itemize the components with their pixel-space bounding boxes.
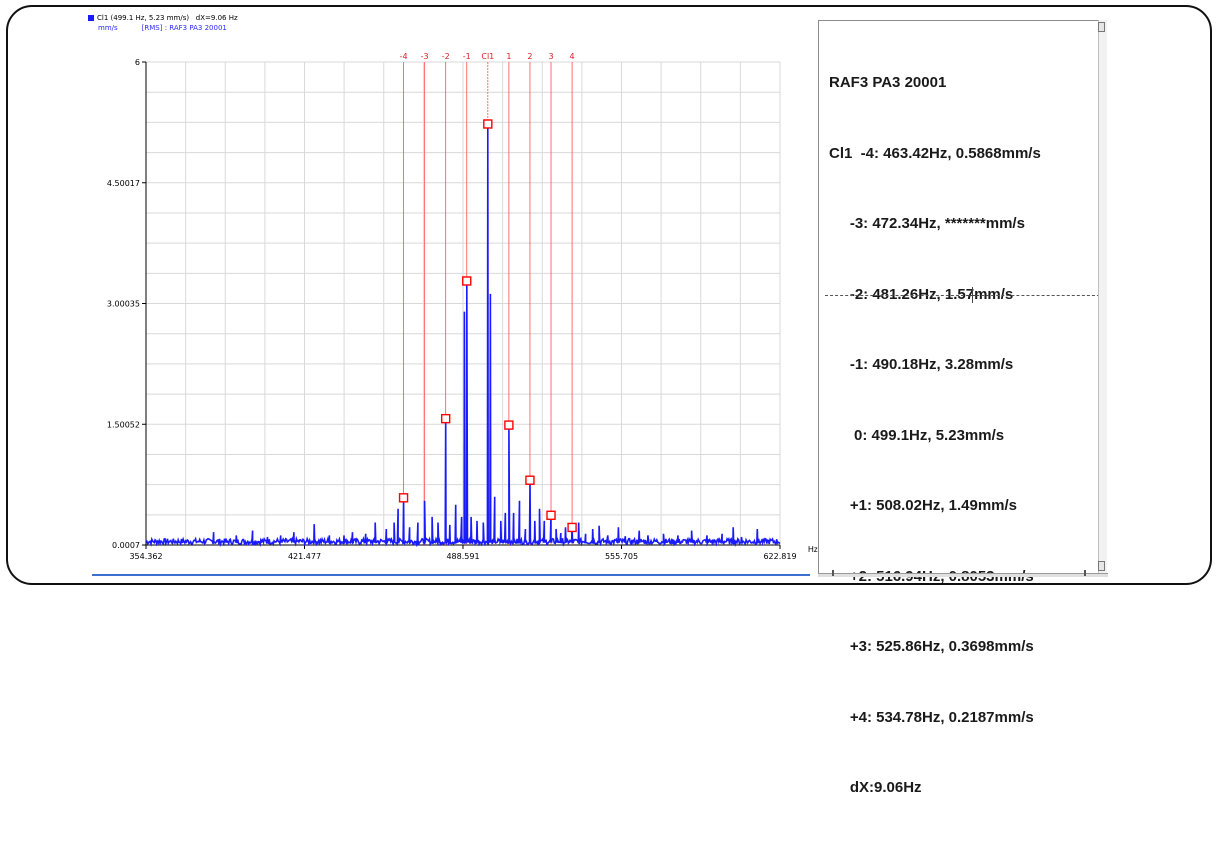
- y-tick-label: 0.0007: [112, 541, 140, 550]
- series-swatch: [88, 15, 94, 21]
- scroll-down-arrow-icon[interactable]: [1098, 561, 1105, 571]
- peak-marker: [567, 522, 577, 533]
- info-line: 0: 499.1Hz, 5.23mm/s: [829, 426, 1005, 444]
- chart-horizontal-scrollbar[interactable]: [92, 574, 810, 576]
- info-line: -3: 472.34Hz, *******mm/s: [829, 215, 1025, 232]
- peak-marker: [504, 420, 514, 430]
- x-axis-unit: Hz: [808, 545, 818, 554]
- y-tick-label: 1.50052: [107, 420, 140, 429]
- peak-marker: [483, 119, 493, 129]
- scroll-right-arrow-icon[interactable]: [1084, 570, 1086, 576]
- info-line: RAF3 PA3 20001: [829, 74, 947, 91]
- info-lines: RAF3 PA3 20001 Cl1 -4: 463.42Hz, 0.5868m…: [829, 24, 1041, 847]
- cursor-label: -3: [421, 52, 429, 61]
- cursor-label: -4: [400, 52, 408, 61]
- cursor-label: 1: [506, 52, 511, 61]
- cursor-label: -1: [463, 52, 471, 61]
- crosshair-icon: [967, 295, 979, 296]
- peak-marker: [525, 475, 535, 485]
- info-vertical-scrollbar[interactable]: [1098, 20, 1107, 573]
- x-tick-label: 354.362: [129, 552, 162, 561]
- x-tick-label: 555.705: [605, 552, 638, 561]
- x-tick-label: 421.477: [288, 552, 321, 561]
- cursor-label: 3: [548, 52, 553, 61]
- spectrum-chart[interactable]: 0.0007 1.50052 3.00035 4.50017 6 354.362 421.4…: [0, 0, 1221, 592]
- legend-series-label: Cl1 (499.1 Hz, 5.23 mm/s): [97, 14, 190, 22]
- info-line: Cl1 -4: 463.42Hz, 0.5868mm/s: [829, 144, 1041, 162]
- info-line: -1: 490.18Hz, 3.28mm/s: [829, 356, 1014, 373]
- cursor-label: 2: [527, 52, 532, 61]
- scroll-left-arrow-icon[interactable]: [832, 570, 834, 576]
- y-tick-label: 4.50017: [107, 179, 140, 188]
- peak-marker: [462, 276, 472, 286]
- crosshair-icon-vertical: [972, 287, 973, 303]
- x-tick-label: 622.819: [763, 552, 796, 561]
- info-line: -2: 481.26Hz, 1.57mm/s: [829, 285, 1014, 303]
- peak-marker: [440, 413, 451, 424]
- x-tick-label: 488.591: [446, 552, 479, 561]
- info-text-area[interactable]: RAF3 PA3 20001 Cl1 -4: 463.42Hz, 0.5868m…: [818, 20, 1107, 796]
- peak-marker: [546, 510, 556, 520]
- info-divider: [825, 295, 1105, 296]
- cursor-label: 4: [570, 52, 575, 61]
- info-line: dX:9.06Hz: [829, 779, 922, 796]
- info-line: +3: 525.86Hz, 0.3698mm/s: [829, 638, 1034, 655]
- y-tick-label: 6: [135, 58, 140, 67]
- info-line: +1: 508.02Hz, 1.49mm/s: [829, 497, 1018, 514]
- scroll-up-arrow-icon[interactable]: [1098, 22, 1105, 32]
- peak-marker: [398, 493, 409, 503]
- info-line: +4: 534.78Hz, 0.2187mm/s: [829, 708, 1034, 726]
- y-tick-label: 3.00035: [107, 300, 140, 309]
- chart-legend: Cl1 (499.1 Hz, 5.23 mm/s) dX=9.06 Hz mm/…: [88, 13, 238, 33]
- cursor-info-panel: RAF3 PA3 20001 Cl1 -4: 463.42Hz, 0.5868m…: [814, 20, 1114, 796]
- cursor-label: -2: [442, 52, 450, 61]
- spectrum-line: [145, 123, 781, 548]
- legend-unit: mm/s: [98, 24, 118, 32]
- legend-dx-label: dX=9.06 Hz: [195, 14, 238, 22]
- info-horizontal-scrollbar[interactable]: [818, 573, 1108, 577]
- legend-source: [RMS] : RAF3 PA3 20001: [141, 24, 227, 32]
- cursor-label: Cl1: [481, 52, 494, 61]
